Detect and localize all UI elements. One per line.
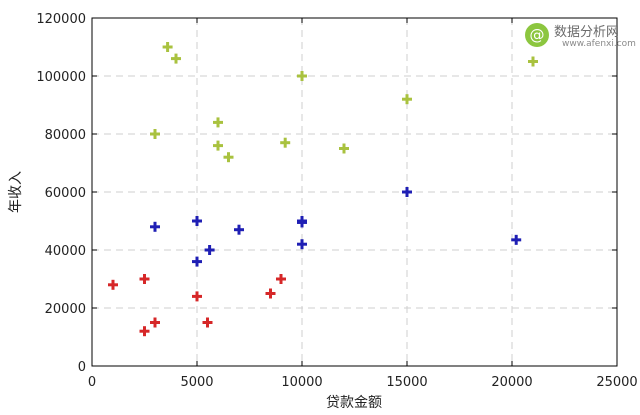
scatter-point-series-2 [511,234,522,245]
scatter-point-series-1 [150,317,160,328]
scatter-point-series-2 [297,239,307,250]
x-axis-ticks: 0 5000 10000 15000 20000 25000 [88,18,638,390]
scatter-point-series-1 [139,274,150,284]
scatter-point-series-3 [162,42,173,52]
y-tick-label: 20000 [45,302,86,317]
scatter-point-series-2 [234,224,244,235]
scatter-point-series-2 [192,216,202,226]
scatter-point-series-3 [171,53,181,64]
grid-lines [92,18,617,366]
scatter-point-series-3 [213,140,223,151]
site-watermark: @ 数据分析网 www.afenxi.com [524,18,636,56]
scatter-point-series-2 [150,221,160,232]
x-tick-label: 5000 [180,375,213,390]
scatter-point-series-1 [192,291,202,302]
scatter-point-series-2 [192,256,202,267]
scatter-point-series-3 [223,152,234,163]
x-tick-label: 15000 [386,375,427,390]
site-logo-icon: @ [525,23,549,47]
x-tick-label: 25000 [596,375,637,390]
y-tick-label: 120000 [36,12,86,27]
scatter-point-series-1 [265,288,276,299]
data-points [108,42,538,337]
watermark-url: www.afenxi.com [562,39,636,49]
scatter-point-series-3 [297,71,307,81]
y-tick-label: 80000 [45,128,86,143]
y-tick-label: 60000 [45,186,86,201]
scatter-point-series-3 [528,56,538,67]
watermark-title: 数据分析网 [554,25,620,40]
scatter-point-series-3 [150,129,160,139]
scatter-point-series-3 [339,143,349,154]
scatter-point-series-1 [202,317,213,328]
y-tick-label: 40000 [45,244,86,259]
y-tick-label: 0 [78,360,86,375]
scatter-point-series-2 [297,217,307,228]
x-tick-label: 20000 [491,375,532,390]
x-axis-label: 贷款金额 [326,395,382,411]
scatter-point-series-3 [213,117,223,128]
y-axis-label: 年收入 [8,171,24,213]
scatter-point-series-3 [280,137,291,148]
x-tick-label: 0 [88,375,96,390]
y-tick-label: 100000 [36,70,86,85]
x-tick-label: 10000 [281,375,322,390]
y-axis-ticks: 0 20000 40000 60000 80000 100000 120000 [36,12,617,375]
scatter-point-series-1 [139,326,150,337]
svg-text:@: @ [530,26,545,44]
scatter-point-series-1 [276,274,286,284]
scatter-point-series-3 [402,94,412,105]
scatter-point-series-2 [204,245,215,255]
scatter-point-series-1 [108,279,118,290]
scatter-point-series-2 [402,187,412,197]
